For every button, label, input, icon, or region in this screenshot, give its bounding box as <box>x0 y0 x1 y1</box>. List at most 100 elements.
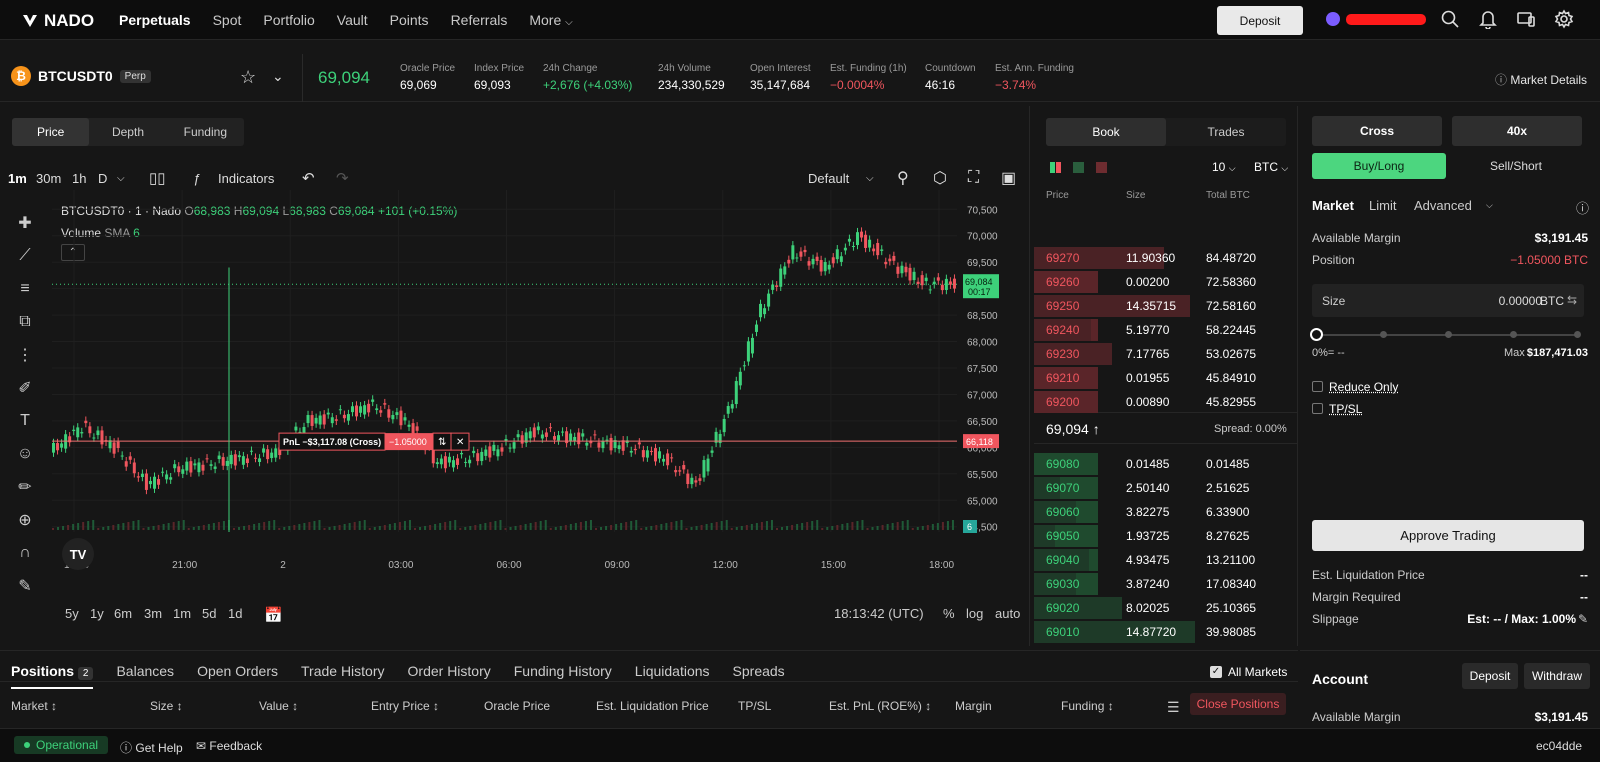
tab-funding-history[interactable]: Funding History <box>513 663 612 679</box>
nav-portfolio[interactable]: Portfolio <box>263 12 315 28</box>
range-6m[interactable]: 6m <box>114 606 133 621</box>
tab-funding[interactable]: Funding <box>183 125 227 139</box>
range-1d[interactable]: 1d <box>228 606 243 621</box>
devices-icon[interactable] <box>1516 9 1536 29</box>
col-market[interactable]: Market ↕ <box>11 699 58 713</box>
tab-trade-history[interactable]: Trade History <box>301 663 385 679</box>
sell-short-tab[interactable]: Sell/Short <box>1489 159 1543 173</box>
tab-spreads[interactable]: Spreads <box>732 663 785 679</box>
ask-row[interactable]: 69200 0.00890 45.82955 <box>1034 390 1294 414</box>
tab-book[interactable]: Book <box>1046 118 1166 146</box>
order-type-market[interactable]: Market <box>1312 198 1354 213</box>
nav-spot[interactable]: Spot <box>212 12 242 28</box>
star-icon[interactable]: ☆ <box>240 67 257 87</box>
candles-icon[interactable]: ▯▯ <box>149 170 166 187</box>
bid-row[interactable]: 69070 2.50140 2.51625 <box>1034 476 1294 500</box>
redo-icon[interactable]: ↷ <box>336 170 349 187</box>
percent-toggle[interactable]: % <box>943 606 955 621</box>
tpsl-checkbox[interactable] <box>1312 403 1323 414</box>
magnet-icon[interactable]: ∩ <box>19 543 31 561</box>
tab-order-history[interactable]: Order History <box>407 663 491 679</box>
brush-icon[interactable]: ✐ <box>18 379 32 397</box>
chevron-down-icon[interactable]: ⌵ <box>1486 200 1493 210</box>
size-slider[interactable] <box>1310 328 1581 341</box>
tab-balances[interactable]: Balances <box>116 663 175 679</box>
order-type-advanced[interactable]: Advanced <box>1414 198 1472 213</box>
interval-1h[interactable]: 1h <box>72 170 87 186</box>
nav-more[interactable]: More ⌵ <box>529 12 572 28</box>
bid-row[interactable]: 69080 0.01485 0.01485 <box>1034 452 1294 476</box>
size-input[interactable]: Size 0.00000 BTC ⇆ <box>1312 284 1584 317</box>
col-funding[interactable]: Funding ↕ <box>1061 699 1114 713</box>
chevron-down-icon[interactable]: ⌄ <box>272 68 284 84</box>
range-5d[interactable]: 5d <box>202 606 217 621</box>
tab-depth[interactable]: Depth <box>111 125 144 139</box>
bell-icon[interactable] <box>1478 9 1498 29</box>
bid-row[interactable]: 69020 8.02025 25.10365 <box>1034 596 1294 620</box>
nav-vault[interactable]: Vault <box>336 12 368 28</box>
interval-d[interactable]: D <box>98 170 108 186</box>
calendar-icon[interactable]: 📅 <box>264 607 283 624</box>
buy-long-tab[interactable]: Buy/Long <box>1312 153 1446 179</box>
ask-row[interactable]: 69250 14.35715 72.58160 <box>1034 294 1294 318</box>
range-1m[interactable]: 1m <box>173 606 192 621</box>
settings-icon[interactable]: ⬡ <box>933 170 947 187</box>
info-icon[interactable]: ⓘ <box>1576 201 1590 216</box>
unit-select[interactable]: BTC ⌵ <box>1254 160 1288 174</box>
camera-icon[interactable]: ▣ <box>1001 170 1017 187</box>
lock-draw-icon[interactable]: ✎ <box>18 577 32 595</box>
reduce-only-checkbox[interactable] <box>1312 381 1323 392</box>
ask-row[interactable]: 69240 5.19770 58.22445 <box>1034 318 1294 342</box>
fullscreen-icon[interactable]: ⛶ <box>968 169 980 186</box>
tab-price[interactable]: Price <box>12 118 90 146</box>
order-type-limit[interactable]: Limit <box>1369 198 1397 213</box>
trendline-icon[interactable]: ⟋ <box>19 246 31 264</box>
range-3m[interactable]: 3m <box>144 606 163 621</box>
account-withdraw-button[interactable]: Withdraw <box>1524 663 1590 689</box>
col-size[interactable]: Size ↕ <box>150 699 183 713</box>
leverage-button[interactable]: 40x <box>1452 116 1582 146</box>
undo-icon[interactable]: ↶ <box>302 170 315 187</box>
feedback-link[interactable]: ✉ Feedback <box>196 739 262 753</box>
nav-referrals[interactable]: Referrals <box>450 12 508 28</box>
fib-icon[interactable]: ≡ <box>20 279 30 297</box>
wallet-account[interactable] <box>1326 12 1426 26</box>
layout-select[interactable]: Default <box>808 170 850 186</box>
approve-trading-button[interactable]: Approve Trading <box>1312 520 1584 551</box>
margin-mode-button[interactable]: Cross <box>1312 116 1442 146</box>
nav-points[interactable]: Points <box>389 12 429 28</box>
tab-liquidations[interactable]: Liquidations <box>634 663 710 679</box>
auto-toggle[interactable]: auto <box>995 606 1021 621</box>
close-position-button[interactable] <box>450 432 470 451</box>
emoji-icon[interactable]: ☺ <box>16 444 34 462</box>
text-icon[interactable]: T <box>20 411 30 429</box>
bid-row[interactable]: 69010 14.87720 39.98085 <box>1034 620 1294 644</box>
account-deposit-button[interactable]: Deposit <box>1462 663 1518 689</box>
all-markets-toggle[interactable]: ✓ All Markets <box>1210 665 1287 679</box>
market-selector[interactable]: ₿ BTCUSDT0 Perp <box>11 66 151 86</box>
alert-icon[interactable]: ⚲ <box>897 170 909 187</box>
zoom-icon[interactable]: ⊕ <box>18 511 32 529</box>
ask-row[interactable]: 69260 0.00200 72.58360 <box>1034 270 1294 294</box>
depth-select[interactable]: 10 ⌵ <box>1212 160 1236 174</box>
indicators-button[interactable]: Indicators <box>218 170 275 186</box>
crosshair-icon[interactable]: ✚ <box>18 214 32 232</box>
projection-icon[interactable]: ⋮ <box>17 346 33 364</box>
brand-logo[interactable]: NADO <box>22 11 94 31</box>
pattern-icon[interactable]: ⧉ <box>19 312 31 330</box>
book-bids-icon[interactable] <box>1073 162 1084 173</box>
bid-row[interactable]: 69060 3.82275 6.33900 <box>1034 500 1294 524</box>
close-positions-button[interactable]: Close Positions <box>1190 693 1286 715</box>
range-5y[interactable]: 5y <box>65 606 79 621</box>
filter-icon[interactable]: ☰ <box>1167 699 1180 715</box>
gear-icon[interactable] <box>1554 9 1574 29</box>
book-both-icon[interactable] <box>1050 162 1061 173</box>
chevron-down-icon[interactable]: ⌵ <box>866 172 874 184</box>
bid-row[interactable]: 69030 3.87240 17.08340 <box>1034 572 1294 596</box>
ask-row[interactable]: 69210 0.01955 45.84910 <box>1034 366 1294 390</box>
bid-row[interactable]: 69040 4.93475 13.21100 <box>1034 548 1294 572</box>
interval-1m[interactable]: 1m <box>8 170 27 186</box>
edit-icon[interactable]: ✎ <box>1578 612 1589 626</box>
nav-perpetuals[interactable]: Perpetuals <box>119 12 191 28</box>
swap-unit-icon[interactable]: ⇆ <box>1566 293 1577 307</box>
